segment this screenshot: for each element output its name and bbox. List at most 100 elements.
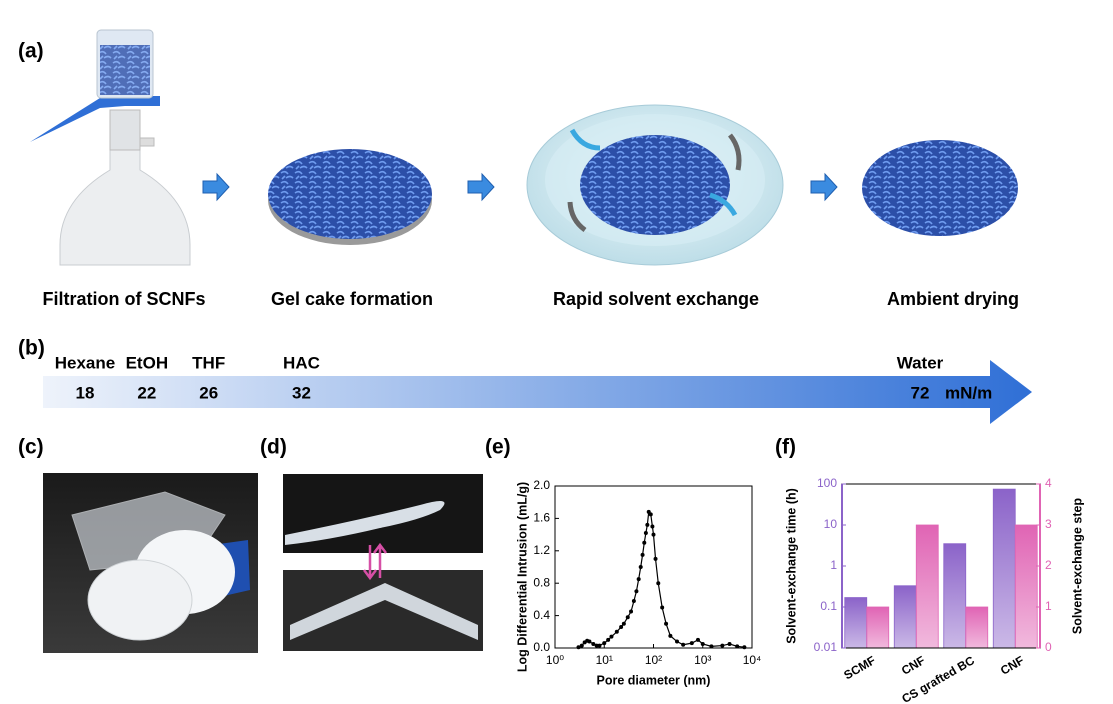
panel-label: (a): [18, 40, 44, 63]
data-point: [621, 621, 626, 626]
data-point: [614, 629, 619, 634]
y-tick-label: 0.4: [533, 608, 550, 622]
data-point: [689, 641, 694, 646]
data-point: [594, 643, 599, 648]
data-point: [645, 522, 650, 527]
data-point: [643, 530, 648, 535]
panel-label: (b): [18, 337, 45, 360]
data-point: [634, 589, 639, 594]
data-point: [642, 540, 647, 545]
data-point: [668, 633, 673, 638]
bar: [992, 488, 1016, 649]
y-tick-label: 0.1: [820, 599, 837, 613]
data-point: [656, 581, 661, 586]
y-tick-label: 1.6: [533, 511, 550, 525]
bar: [965, 606, 989, 649]
panel-label: (c): [18, 436, 44, 459]
data-point: [700, 641, 705, 646]
surface-tension: 22: [137, 383, 156, 402]
x-tick-label: SCMF: [841, 653, 877, 682]
chart-e: 0.0 0.4 0.8 1.2 1.6 2.0 10⁰ 10¹ 10² 10³ 10⁴ Pore di…: [515, 478, 761, 687]
data-point: [587, 639, 592, 644]
x-tick-label: 10⁴: [743, 653, 762, 667]
bar: [844, 597, 868, 649]
data-point: [651, 532, 656, 537]
panel-label: (e): [485, 436, 511, 459]
data-point: [591, 641, 596, 646]
data-point: [619, 624, 624, 629]
y2-tick-label: 1: [1045, 599, 1052, 613]
solvent-name: THF: [192, 353, 225, 372]
y-tick-label: 1: [830, 558, 837, 572]
data-point: [742, 645, 747, 650]
photo-d: [283, 474, 483, 651]
data-line: [578, 510, 745, 648]
data-point: [674, 639, 679, 644]
data-point: [720, 643, 725, 648]
data-point: [579, 643, 584, 648]
bar: [943, 543, 967, 649]
x-tick-label: 10¹: [596, 653, 613, 667]
data-point: [709, 644, 714, 649]
y-tick-label: 100: [817, 476, 837, 490]
y-tick-label: 1.2: [533, 543, 550, 557]
x-axis-label: Pore diameter (nm): [597, 673, 711, 687]
bar: [1014, 524, 1038, 649]
data-point: [681, 642, 686, 647]
surface-tension: 18: [76, 383, 95, 402]
x-tick-label: 10⁰: [546, 653, 564, 667]
step-label: Rapid solvent exchange: [553, 289, 759, 309]
data-point: [648, 512, 653, 517]
dried-aerogel: [862, 140, 1018, 236]
panel-label: (d): [260, 436, 287, 459]
data-point: [664, 621, 669, 626]
data-point: [695, 637, 700, 642]
y2-tick-label: 0: [1045, 640, 1052, 654]
solvent-name: Water: [897, 353, 944, 372]
y2-tick-label: 3: [1045, 517, 1052, 531]
surface-tension: 72: [911, 383, 930, 402]
panel-label: (f): [775, 436, 796, 459]
y-tick-label: 10: [824, 517, 838, 531]
y-axis-label: Solvent-exchange time (h): [784, 488, 798, 644]
y2-tick-label: 4: [1045, 476, 1052, 490]
y-tick-label: 0.01: [814, 640, 838, 654]
data-point: [660, 605, 665, 610]
x-tick-label: 10²: [645, 653, 662, 667]
surface-tension-arrow: [43, 360, 1032, 424]
solvent-scale: Hexane 18 EtOH 22 THF 26 HAC 32 Water 72 mN/m: [55, 353, 992, 402]
step-label: Ambient drying: [887, 289, 1019, 309]
data-point: [653, 556, 658, 561]
y2-axis-label: Solvent-exchange step: [1070, 498, 1084, 635]
data-point: [640, 552, 645, 557]
filtration-setup: [30, 29, 191, 266]
data-point: [609, 634, 614, 639]
solvent-name: EtOH: [126, 353, 169, 372]
data-point: [727, 641, 732, 646]
surface-tension: 26: [199, 383, 218, 402]
data-point: [650, 524, 655, 529]
y2-tick-label: 2: [1045, 558, 1052, 572]
step-label: Filtration of SCNFs: [43, 289, 206, 309]
gel-cake: [268, 149, 432, 245]
solvent-name: Hexane: [55, 353, 115, 372]
y-axis-label: Log Differential Intrusion (mL/g): [515, 482, 529, 672]
data-point: [735, 644, 740, 649]
x-tick-label: 10³: [694, 653, 711, 667]
data-point: [625, 615, 630, 620]
data-point: [638, 565, 643, 569]
y-tick-label: 0.8: [533, 575, 550, 589]
photo-c: [43, 473, 258, 653]
bar: [893, 585, 917, 649]
data-point: [576, 645, 581, 650]
data-point: [606, 637, 611, 642]
process-arrows: [202, 172, 838, 202]
data-point: [597, 643, 602, 648]
solvent-exchange-dish: [526, 104, 784, 266]
y-tick-label: 2.0: [533, 478, 550, 492]
step-label: Gel cake formation: [271, 289, 433, 309]
data-point: [636, 577, 641, 582]
data-point: [629, 609, 634, 614]
